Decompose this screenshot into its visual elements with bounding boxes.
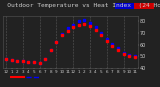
Bar (115, 3, 134, 9)
Text: Milwaukee Weather  Outdoor Temperature vs Heat Index  (24 Hours): Milwaukee Weather Outdoor Temperature vs… (0, 3, 160, 8)
Bar (134, 3, 154, 9)
